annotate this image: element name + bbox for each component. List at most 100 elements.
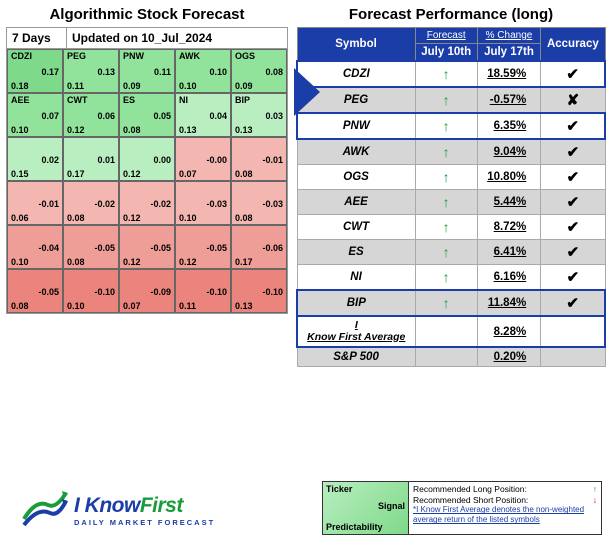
perf-pct: 8.72% [477, 215, 540, 240]
logo-mark-icon [22, 489, 68, 531]
heatmap-cell: -0.050.12 [175, 225, 231, 269]
table-row: NI ↑ 6.16%✔ [297, 265, 605, 291]
perf-direction: ↑ [415, 61, 477, 87]
perf-pct: -0.57% [477, 87, 540, 113]
perf-direction: ↑ [415, 190, 477, 215]
perf-symbol: NI [297, 265, 415, 291]
legend-short-label: Recommended Short Position: [413, 495, 528, 506]
table-row: PEG↑-0.57%✘ [297, 87, 605, 113]
avg-label: IKnow First Average [297, 316, 415, 347]
perf-pct: 10.80% [477, 165, 540, 190]
perf-pct: 18.59% [477, 61, 540, 87]
perf-pct: 5.44% [477, 190, 540, 215]
col-change-date: July 17th [477, 44, 540, 62]
up-arrow-icon: ↑ [443, 194, 450, 210]
perf-accuracy: ✔ [541, 290, 605, 316]
perf-accuracy: ✔ [541, 139, 605, 165]
perf-accuracy: ✔ [541, 240, 605, 265]
heatmap-cell: -0.060.17 [231, 225, 287, 269]
down-arrow-icon: ↓ [593, 495, 597, 506]
avg-pct: 8.28% [477, 316, 540, 347]
heatmap-cell: -0.050.12 [119, 225, 175, 269]
perf-pct: 6.16% [477, 265, 540, 291]
heatmap-cell: PEG0.130.11 [63, 49, 119, 93]
heatmap-cell: CWT0.060.12 [63, 93, 119, 137]
col-change: % Change [477, 28, 540, 44]
heatmap-cell: BIP0.030.13 [231, 93, 287, 137]
legend-signal: Signal [378, 501, 405, 511]
heatmap-cell: -0.020.08 [63, 181, 119, 225]
perf-symbol: BIP [297, 290, 415, 316]
heatmap-cell: -0.100.13 [231, 269, 287, 313]
heatmap-cell: AWK0.100.10 [175, 49, 231, 93]
perf-pct: 6.41% [477, 240, 540, 265]
up-arrow-icon: ↑ [443, 269, 450, 285]
up-arrow-icon: ↑ [443, 92, 450, 108]
legend-note: *I Know First Average denotes the non-we… [413, 505, 597, 525]
heatmap-cell: -0.010.08 [231, 137, 287, 181]
heatmap: 7 Days Updated on 10_Jul_2024 CDZI0.170.… [6, 27, 288, 314]
heatmap-cell: -0.010.06 [7, 181, 63, 225]
heatmap-cell: 0.020.15 [7, 137, 63, 181]
up-arrow-icon: ↑ [443, 219, 450, 235]
table-row: AEE↑5.44%✔ [297, 190, 605, 215]
table-row: OGS ↑ 10.80%✔ [297, 165, 605, 190]
perf-accuracy: ✔ [541, 265, 605, 291]
heatmap-cell: -0.000.07 [175, 137, 231, 181]
logo-tagline: DAILY MARKET FORECAST [74, 518, 215, 527]
perf-symbol: OGS [297, 165, 415, 190]
perf-symbol: AEE [297, 190, 415, 215]
heatmap-cell: -0.100.11 [175, 269, 231, 313]
heatmap-cell: -0.050.08 [63, 225, 119, 269]
table-row: AWK↑9.04%✔ [297, 139, 605, 165]
perf-accuracy: ✔ [541, 165, 605, 190]
heatmap-updated: Updated on 10_Jul_2024 [67, 28, 287, 48]
perf-pct: 9.04% [477, 139, 540, 165]
perf-pct: 6.35% [477, 113, 540, 139]
perf-symbol: ES [297, 240, 415, 265]
sp500-label: S&P 500 [297, 347, 415, 367]
perf-direction: ↑ [415, 113, 477, 139]
heatmap-cell: CDZI0.170.18 [7, 49, 63, 93]
col-forecast: Forecast [415, 28, 477, 44]
heatmap-cell: -0.100.10 [63, 269, 119, 313]
col-accuracy: Accuracy [541, 28, 605, 62]
left-title: Algorithmic Stock Forecast [6, 6, 288, 23]
heatmap-cell: 0.010.17 [63, 137, 119, 181]
legend: Ticker Signal Predictability Recommended… [322, 481, 602, 535]
perf-accuracy: ✔ [541, 215, 605, 240]
logo: I KnowFirst DAILY MARKET FORECAST [22, 489, 215, 531]
perf-direction: ↑ [415, 165, 477, 190]
heatmap-cell: ES0.050.08 [119, 93, 175, 137]
table-row: CWT ↑ 8.72%✔ [297, 215, 605, 240]
perf-direction: ↑ [415, 87, 477, 113]
heatmap-cell: -0.030.10 [175, 181, 231, 225]
legend-swatch: Ticker Signal Predictability [323, 482, 409, 534]
arrow-icon [294, 68, 320, 116]
up-arrow-icon: ↑ [593, 484, 597, 495]
heatmap-cell: -0.030.08 [231, 181, 287, 225]
heatmap-cell: PNW0.110.09 [119, 49, 175, 93]
legend-pred: Predictability [326, 522, 383, 532]
col-symbol: Symbol [297, 28, 415, 62]
legend-long-label: Recommended Long Position: [413, 484, 527, 495]
sp500-row: S&P 500 0.20% [297, 347, 605, 367]
heatmap-cell: -0.020.12 [119, 181, 175, 225]
performance-table: Symbol Forecast % Change Accuracy July 1… [296, 27, 606, 367]
table-row: CDZI↑18.59%✔ [297, 61, 605, 87]
heatmap-cell: -0.090.07 [119, 269, 175, 313]
table-row: ES ↑ 6.41%✔ [297, 240, 605, 265]
sp500-pct: 0.20% [477, 347, 540, 367]
perf-symbol: CWT [297, 215, 415, 240]
perf-symbol: AWK [297, 139, 415, 165]
legend-ticker: Ticker [326, 484, 352, 494]
heatmap-cell: -0.050.08 [7, 269, 63, 313]
up-arrow-icon: ↑ [443, 66, 450, 82]
up-arrow-icon: ↑ [443, 244, 450, 260]
up-arrow-icon: ↑ [443, 295, 450, 311]
up-arrow-icon: ↑ [443, 169, 450, 185]
heatmap-days: 7 Days [7, 28, 67, 48]
table-row: PNW↑6.35%✔ [297, 113, 605, 139]
perf-accuracy: ✔ [541, 113, 605, 139]
table-row: BIP↑11.84%✔ [297, 290, 605, 316]
